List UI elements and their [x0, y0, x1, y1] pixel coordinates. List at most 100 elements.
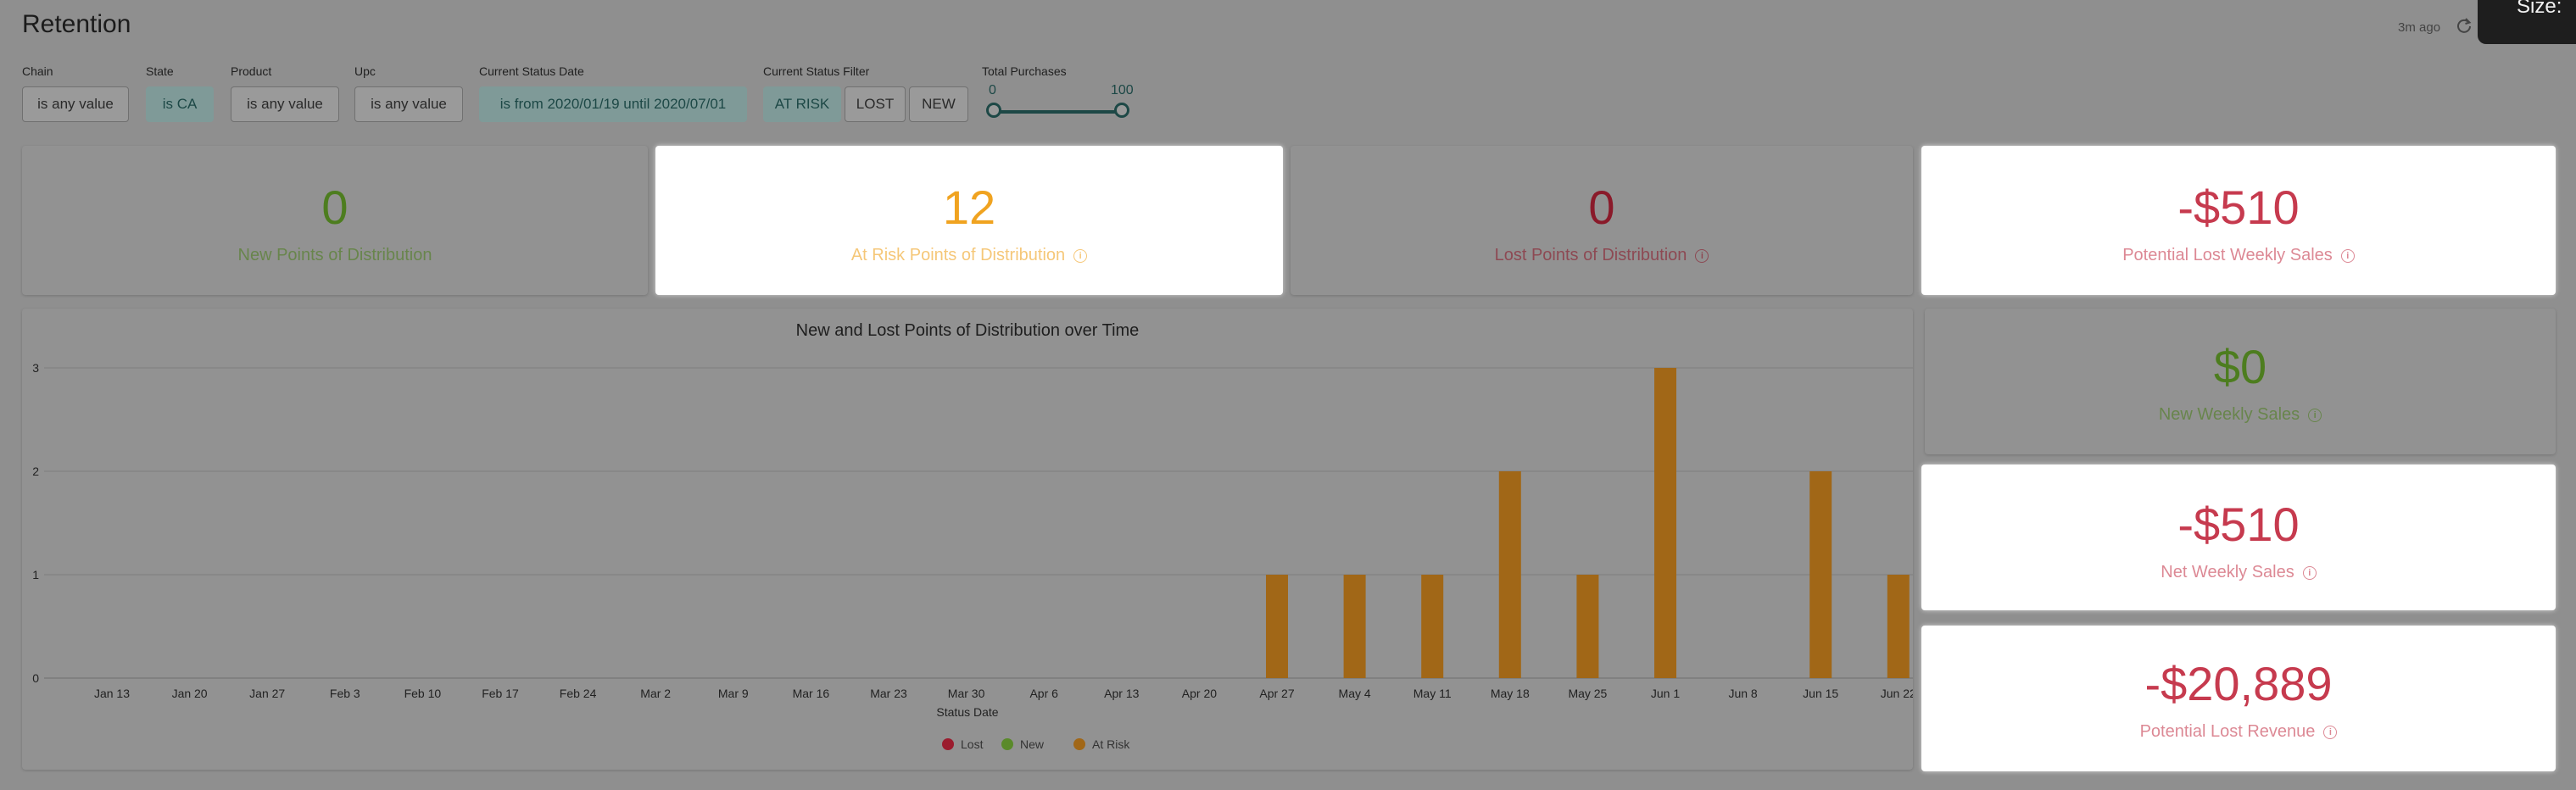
- kpi-label-text: Potential Lost Revenue: [2139, 722, 2316, 741]
- slider-max-handle[interactable]: [1114, 103, 1129, 118]
- kpi-label: New Points of Distribution: [22, 246, 648, 265]
- bar-at-risk: [1421, 575, 1444, 678]
- status-option-lost[interactable]: LOST: [845, 86, 906, 122]
- x-tick-label: May 11: [1413, 687, 1452, 700]
- kpi-label-text: Potential Lost Weekly Sales: [2122, 246, 2333, 264]
- kpi-label-text: Lost Points of Distribution: [1494, 246, 1687, 264]
- kpi-label: At Risk Points of Distribution i: [655, 246, 1283, 265]
- kpi-card-net-weekly-sales[interactable]: -$510 Net Weekly Sales i: [1921, 465, 2556, 610]
- kpi-label-text: New Weekly Sales: [2158, 405, 2300, 424]
- kpi-label-text: New Points of Distribution: [237, 246, 432, 264]
- filter-upc: Upc is any value: [354, 64, 463, 122]
- kpi-value: -$510: [2177, 181, 2300, 234]
- kpi-label: Potential Lost Weekly Sales i: [1921, 246, 2556, 265]
- kpi-card-new-pod[interactable]: 0 New Points of Distribution: [22, 146, 648, 295]
- bar-at-risk: [1576, 575, 1599, 678]
- x-tick-label: Mar 2: [640, 687, 671, 700]
- x-tick-label: Feb 24: [560, 687, 597, 700]
- filter-status-date: Current Status Date is from 2020/01/19 u…: [479, 64, 747, 122]
- info-icon[interactable]: i: [1073, 248, 1088, 263]
- filter-product-value[interactable]: is any value: [231, 86, 339, 122]
- x-tick-label: Mar 9: [718, 687, 749, 700]
- chart-title: New and Lost Points of Distribution over…: [796, 321, 1140, 340]
- x-tick-label: Jun 22: [1881, 687, 1913, 700]
- x-tick-label: Jun 8: [1728, 687, 1757, 700]
- filter-chain-value[interactable]: is any value: [22, 86, 129, 122]
- distribution-over-time-chart: New and Lost Points of Distribution over…: [32, 321, 1913, 751]
- bar-at-risk: [1498, 471, 1521, 678]
- x-tick-label: Jun 15: [1803, 687, 1838, 700]
- kpi-card-at-risk-pod[interactable]: 12 At Risk Points of Distribution i: [655, 146, 1283, 295]
- kpi-card-new-weekly-sales[interactable]: $0 New Weekly Sales i: [1925, 309, 2556, 454]
- x-tick-label: May 25: [1568, 687, 1607, 700]
- filter-status: Current Status Filter AT RISK LOST NEW: [763, 64, 968, 122]
- kpi-label: Net Weekly Sales i: [1921, 563, 2556, 582]
- slider-track[interactable]: [995, 110, 1122, 114]
- x-axis-label: Status Date: [936, 705, 998, 719]
- filter-state: State is CA: [146, 64, 214, 122]
- info-icon[interactable]: i: [2323, 725, 2338, 739]
- refresh-icon[interactable]: [2456, 17, 2473, 34]
- bar-at-risk: [1654, 368, 1676, 678]
- info-icon[interactable]: i: [2308, 408, 2322, 422]
- slider-max-label: 100: [1111, 83, 1134, 97]
- filter-total-purchases: Total Purchases: [982, 64, 1067, 78]
- x-tick-label: Mar 16: [793, 687, 830, 700]
- kpi-value: -$510: [2177, 498, 2300, 551]
- filter-chain: Chain is any value: [22, 64, 129, 122]
- info-icon[interactable]: i: [2340, 248, 2355, 263]
- x-tick-label: Apr 6: [1029, 687, 1058, 700]
- filter-label: State: [146, 64, 174, 78]
- legend-label: New: [1020, 737, 1045, 751]
- status-option-at-risk[interactable]: AT RISK: [763, 86, 841, 122]
- x-tick-label: Feb 10: [404, 687, 442, 700]
- filter-label: Product: [231, 64, 272, 78]
- kpi-value: $0: [2213, 340, 2267, 393]
- x-tick-label: Jan 13: [94, 687, 130, 700]
- filter-product: Product is any value: [231, 64, 339, 122]
- kpi-label: Potential Lost Revenue i: [1921, 722, 2556, 742]
- bar-at-risk: [1266, 575, 1288, 678]
- legend-swatch: [1073, 738, 1085, 750]
- legend-label: At Risk: [1092, 737, 1130, 751]
- y-tick-label: 2: [32, 465, 39, 478]
- legend-swatch: [942, 738, 954, 750]
- kpi-label-text: At Risk Points of Distribution: [850, 246, 1066, 264]
- bar-at-risk: [1343, 575, 1366, 678]
- y-tick-label: 1: [32, 568, 39, 581]
- kpi-label: Lost Points of Distribution i: [1291, 246, 1913, 265]
- kpi-card-potential-lost-weekly-sales[interactable]: -$510 Potential Lost Weekly Sales i: [1921, 146, 2556, 295]
- slider-min-label: 0: [989, 83, 996, 97]
- kpi-value: 0: [1588, 181, 1615, 234]
- filter-label: Current Status Filter: [763, 64, 870, 78]
- kpi-label-text: Net Weekly Sales: [2161, 563, 2294, 581]
- kpi-value: 0: [321, 181, 348, 234]
- legend-swatch: [1001, 738, 1013, 750]
- kpi-value: 12: [942, 181, 996, 234]
- info-icon[interactable]: i: [1695, 248, 1709, 263]
- kpi-card-lost-pod[interactable]: 0 Lost Points of Distribution i: [1291, 146, 1913, 295]
- filter-state-value[interactable]: is CA: [146, 86, 214, 122]
- kpi-label: New Weekly Sales i: [1925, 405, 2556, 425]
- slider-min-handle[interactable]: [986, 103, 1001, 118]
- dashboard-header: Retention 3m ago Size:: [0, 0, 2576, 51]
- x-tick-label: May 18: [1491, 687, 1530, 700]
- kpi-value: -$20,889: [2144, 657, 2333, 710]
- x-tick-label: Apr 13: [1104, 687, 1139, 700]
- info-icon[interactable]: i: [2302, 565, 2317, 580]
- bar-at-risk: [1809, 471, 1832, 678]
- status-option-new[interactable]: NEW: [909, 86, 968, 122]
- size-tooltip: Size:: [2478, 0, 2576, 44]
- chart-card: New and Lost Points of Distribution over…: [22, 309, 1913, 770]
- x-tick-label: Apr 20: [1182, 687, 1217, 700]
- kpi-card-potential-lost-revenue[interactable]: -$20,889 Potential Lost Revenue i: [1921, 626, 2556, 771]
- x-tick-label: Feb 17: [482, 687, 519, 700]
- y-tick-label: 0: [32, 671, 39, 685]
- filter-label: Current Status Date: [479, 64, 584, 78]
- y-tick-label: 3: [32, 361, 39, 375]
- filter-label: Total Purchases: [982, 64, 1067, 78]
- x-tick-label: Mar 23: [870, 687, 907, 700]
- filter-status-date-value[interactable]: is from 2020/01/19 until 2020/07/01: [479, 86, 747, 122]
- legend-label: Lost: [961, 737, 984, 751]
- filter-upc-value[interactable]: is any value: [354, 86, 463, 122]
